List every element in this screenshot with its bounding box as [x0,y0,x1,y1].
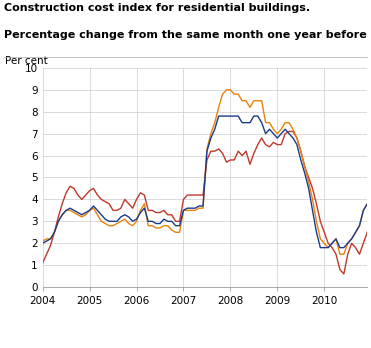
Text: Per cent: Per cent [5,56,48,66]
Text: Construction cost index for residential buildings.: Construction cost index for residential … [4,3,310,14]
Text: Percentage change from the same month one year before: Percentage change from the same month on… [4,30,367,40]
